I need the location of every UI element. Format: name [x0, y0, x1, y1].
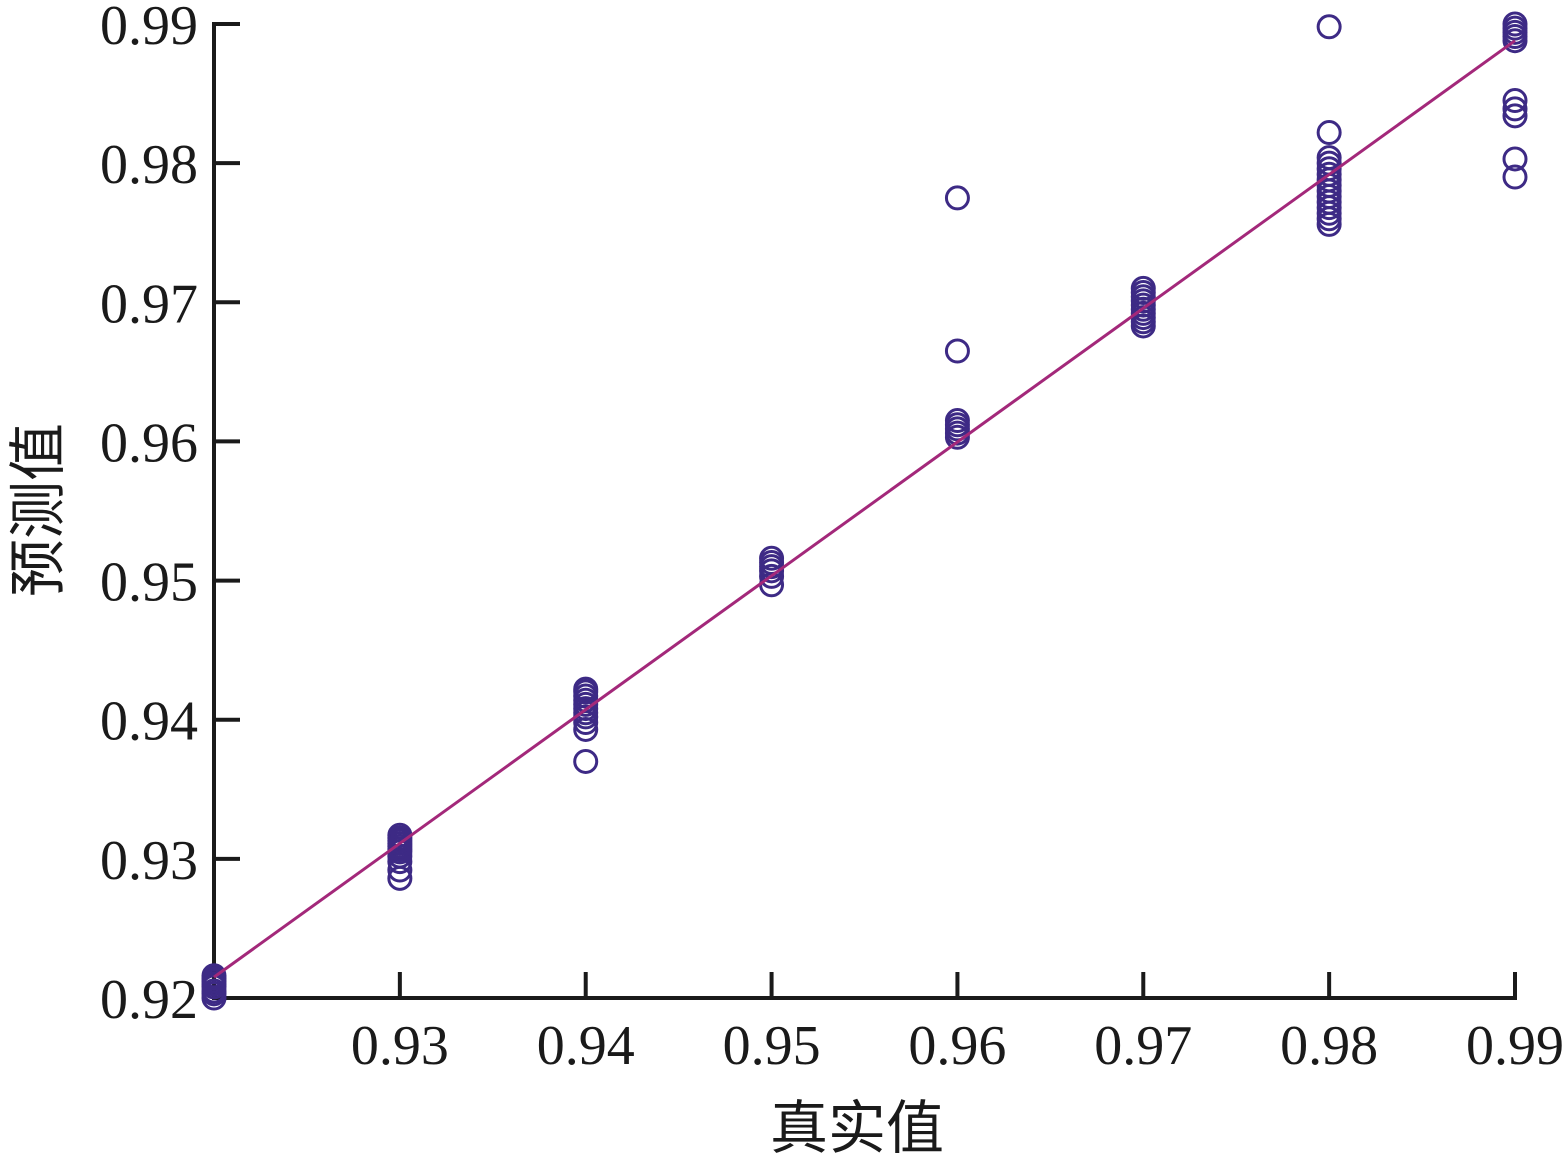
x-tick-label: 0.96	[908, 1015, 1006, 1077]
data-point	[573, 748, 599, 774]
x-tick-label: 0.93	[351, 1015, 449, 1077]
data-point	[1502, 146, 1528, 172]
y-axis-ticks: 0.92 0.93 0.94 0.95 0.96 0.97 0.98 0.99	[100, 0, 240, 1031]
data-point	[1130, 275, 1156, 301]
data-point	[759, 545, 785, 571]
data-point	[944, 185, 970, 211]
data-point	[1316, 14, 1342, 40]
y-tick-label: 0.98	[100, 134, 198, 196]
y-tick-label: 0.93	[100, 830, 198, 892]
x-axis-title: 真实值	[770, 1094, 944, 1157]
y-tick-label: 0.95	[100, 552, 198, 614]
data-point	[1316, 145, 1342, 171]
fit-line	[213, 39, 1516, 979]
data-point	[201, 963, 227, 989]
data-point	[944, 338, 970, 364]
data-point	[573, 676, 599, 702]
data-point	[1502, 88, 1528, 114]
data-point	[944, 408, 970, 434]
y-axis-title: 预测值	[4, 423, 72, 597]
data-point	[1502, 11, 1528, 37]
fit-line-group	[213, 39, 1516, 979]
x-axis-ticks: 0.93 0.94 0.95 0.96 0.97 0.98 0.99	[351, 972, 1564, 1077]
data-point	[1502, 96, 1528, 122]
data-point	[1502, 103, 1528, 129]
x-tick-label: 0.95	[723, 1015, 821, 1077]
data-point	[1316, 120, 1342, 146]
x-tick-label: 0.98	[1280, 1015, 1378, 1077]
y-tick-label: 0.97	[100, 273, 198, 335]
y-tick-label: 0.99	[100, 0, 198, 57]
x-tick-label: 0.97	[1094, 1015, 1192, 1077]
x-tick-label: 0.94	[537, 1015, 635, 1077]
y-tick-label: 0.96	[100, 412, 198, 474]
data-point	[1502, 164, 1528, 190]
x-tick-label: 0.99	[1466, 1015, 1564, 1077]
y-tick-label: 0.92	[100, 969, 198, 1031]
axes	[212, 22, 1517, 1000]
y-tick-label: 0.94	[100, 691, 198, 753]
data-points	[201, 11, 1528, 1011]
